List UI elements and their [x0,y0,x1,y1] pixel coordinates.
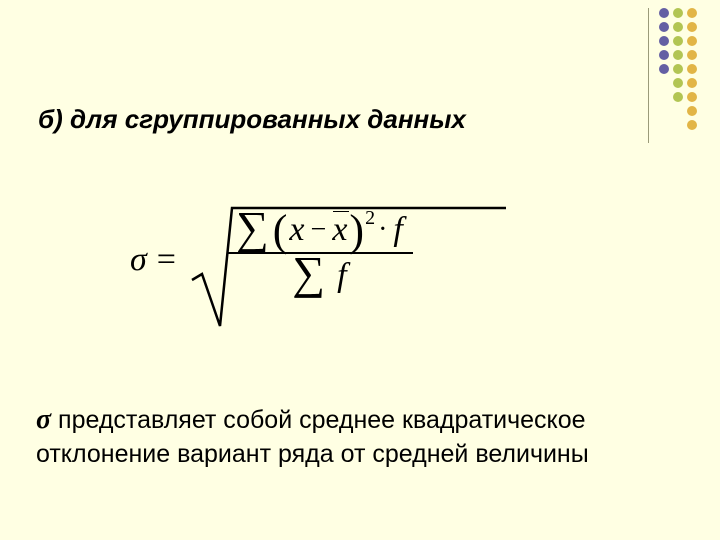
formula-lhs: σ [130,221,147,279]
formula-body: σ = ∑ ( x − x ) [130,175,610,325]
dot-grid [659,8,698,143]
footer-body: представляет собой среднее квадратическо… [36,406,589,468]
sum-sign: ∑ [236,208,269,247]
square-root: ∑ ( x − x ) 2 · f [190,204,413,296]
decor-dot [659,36,669,46]
decor-dot [687,78,697,88]
decor-dot [687,106,697,116]
sum-sign-den: ∑ [292,253,325,292]
x-bar: x [330,211,349,249]
decor-dot [687,50,697,60]
decor-dot [687,64,697,74]
section-heading: б) для сгруппированных данных [38,104,466,135]
slide: б) для сгруппированных данных σ = ∑ ( x … [0,0,720,540]
decor-dot [659,50,669,60]
formula: σ = ∑ ( x − x ) [130,175,610,325]
decor-dot [687,36,697,46]
decor-dot [687,22,697,32]
corner-decoration [648,8,698,143]
overline-icon [333,211,349,212]
decor-dot [659,8,669,18]
decor-dot [673,92,683,102]
decor-dot [659,64,669,74]
x-bar-x: x [330,211,349,248]
decor-dot [687,8,697,18]
equals-sign: = [157,221,176,279]
decor-dot [659,22,669,32]
decor-dot [687,120,697,130]
decor-dot [687,92,697,102]
footer-sigma: σ [36,404,51,435]
squared: 2 [365,207,375,230]
decor-dot [673,22,683,32]
decor-dot [673,64,683,74]
decor-dot [673,50,683,60]
decor-dot [673,78,683,88]
decor-dot [673,8,683,18]
decor-dot [673,36,683,46]
decor-divider [648,8,649,143]
footer-description: σ представляет собой среднее квадратичес… [36,402,676,470]
